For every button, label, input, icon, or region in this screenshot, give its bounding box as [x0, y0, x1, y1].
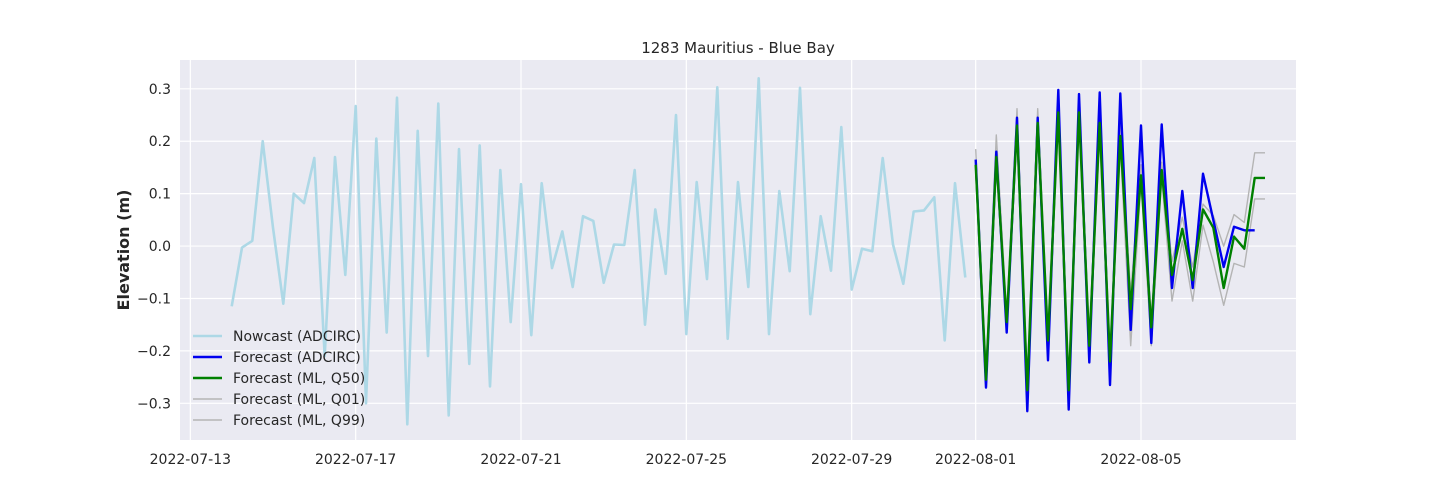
x-tick-label: 2022-07-29	[811, 452, 892, 468]
y-tick-label: −0.2	[137, 344, 171, 360]
y-tick-label: −0.3	[137, 396, 171, 412]
y-tick-label: 0.2	[149, 134, 171, 150]
y-tick-label: 0.3	[149, 82, 171, 98]
y-tick-label: 0.0	[149, 239, 171, 255]
legend-item-forecast-ml-q01: Forecast (ML, Q01)	[193, 392, 365, 408]
x-tick-label: 2022-08-05	[1100, 452, 1181, 468]
nowcast-adcirc-line	[230, 77, 967, 426]
y-ticks: −0.3 −0.2 −0.1 0.0 0.1 0.2 0.3	[137, 82, 171, 412]
legend-item-forecast-ml-q50: Forecast (ML, Q50)	[193, 371, 365, 387]
chart-title: 1283 Mauritius - Blue Bay	[641, 39, 835, 57]
legend-label: Nowcast (ADCIRC)	[233, 329, 361, 345]
x-tick-label: 2022-07-13	[150, 452, 231, 468]
y-tick-label: 0.1	[149, 187, 171, 203]
series-layer	[230, 77, 1265, 426]
x-ticks: 2022-07-13 2022-07-17 2022-07-21 2022-07-25…	[150, 452, 1182, 468]
legend-label: Forecast (ML, Q99)	[233, 413, 365, 429]
legend-item-forecast-adcirc: Forecast (ADCIRC)	[193, 350, 361, 366]
legend-label: Forecast (ADCIRC)	[233, 350, 361, 366]
x-tick-label: 2022-07-21	[480, 452, 561, 468]
x-tick-label: 2022-07-25	[646, 452, 727, 468]
legend-label: Forecast (ML, Q01)	[233, 392, 365, 408]
x-tick-label: 2022-07-17	[315, 452, 396, 468]
forecast-ml-q50-line	[974, 111, 1265, 392]
legend-item-nowcast-adcirc: Nowcast (ADCIRC)	[193, 329, 361, 345]
y-axis-label: Elevation (m)	[114, 190, 133, 311]
legend-item-forecast-ml-q99: Forecast (ML, Q99)	[193, 413, 365, 429]
legend-label: Forecast (ML, Q50)	[233, 371, 365, 387]
x-tick-label: 2022-08-01	[935, 452, 1016, 468]
legend: Nowcast (ADCIRC) Forecast (ADCIRC) Forecas…	[193, 329, 365, 429]
y-tick-label: −0.1	[137, 291, 171, 307]
